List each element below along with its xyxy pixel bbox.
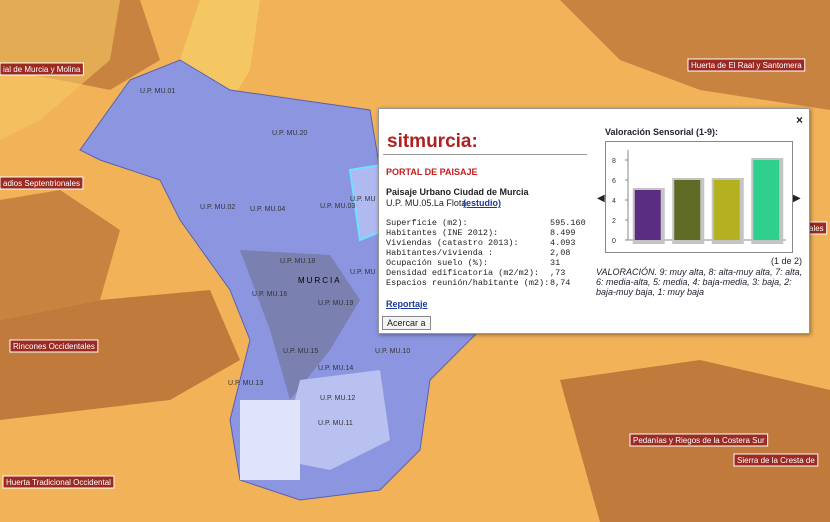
chart-title: Valoración Sensorial (1-9): — [605, 127, 719, 137]
area — [0, 190, 120, 320]
unit-label: U.P. MU — [350, 196, 376, 203]
area — [0, 290, 240, 420]
y-tick-label: 8 — [612, 158, 616, 165]
unit-label: U.P. MU.15 — [283, 348, 318, 355]
subheading: U.P. MU.05.La Flota — [386, 198, 467, 208]
divider — [383, 154, 587, 155]
row-value: 4.093 — [550, 238, 576, 248]
row-value: ,73 — [550, 268, 566, 278]
y-tick-label: 4 — [612, 198, 616, 205]
region-label: Huerta de El Raal y Santomera — [691, 61, 802, 70]
row-value: 595.160 — [550, 218, 586, 228]
close-button[interactable]: × — [795, 113, 803, 127]
row-value: 8.499 — [550, 228, 576, 238]
urban-area — [280, 370, 390, 470]
row-value: 8,74 — [550, 278, 571, 288]
zoom-button[interactable]: Acercar a — [382, 316, 431, 330]
heading: Paisaje Urbano Ciudad de Murcia — [386, 187, 529, 197]
region-label: Rincones Occidentales — [13, 342, 95, 351]
rating-legend: VALORACIÓN. 9: muy alta, 8: alta-muy alt… — [596, 267, 803, 297]
unit-label: U.P. MU.18 — [280, 258, 315, 265]
pager: (1 de 2) — [771, 256, 803, 266]
region-label: Sierra de la Cresta de — [737, 456, 815, 465]
urban-area — [240, 250, 360, 400]
bar — [713, 180, 740, 240]
y-tick-label: 0 — [612, 238, 616, 245]
region-label-bg — [733, 453, 819, 467]
study-link[interactable]: (estudio) — [463, 198, 501, 208]
bar — [753, 160, 780, 240]
unit-label: U.P. MU.14 — [318, 365, 353, 372]
row-label: Habitantes/vivienda : — [386, 248, 494, 258]
row-label: Espacios reunión/habitante (m2): — [386, 278, 550, 288]
next-button[interactable]: ▶ — [793, 193, 801, 204]
logo-text: sitmurcia: — [387, 131, 478, 152]
popup: sitmurcia: × PORTAL DE PAISAJE Paisaje U… — [378, 108, 810, 334]
row-label: Densidad edificatoria (m2/m2): — [386, 268, 540, 278]
unit-label: MURCIA — [298, 276, 342, 285]
unit-label: U.P. MU.02 — [200, 204, 235, 211]
unit-label: U.P. MU.11 — [318, 420, 353, 427]
row-label: Viviendas (catastro 2013): — [386, 238, 519, 248]
row-value: 31 — [550, 258, 561, 268]
unit-label: U.P. MU — [350, 269, 376, 276]
y-tick-label: 2 — [612, 218, 616, 225]
unit-label: U.P. MU.03 — [320, 203, 355, 210]
region-label: Pedanías y Riegos de la Costera Sur — [633, 436, 765, 445]
report-link[interactable]: Reportaje — [386, 299, 428, 309]
bar — [634, 190, 661, 240]
row-value: 2,08 — [550, 248, 571, 258]
area — [560, 0, 830, 110]
chart: 0 2 4 6 8 — [605, 141, 793, 253]
urban-area — [240, 400, 300, 480]
unit-label: U.P. MU.01 — [140, 88, 175, 95]
region-label: Huerta Tradicional Occidental — [6, 478, 111, 487]
unit-label: U.P. MU.19 — [318, 300, 353, 307]
region-label-bg — [0, 62, 84, 76]
region-label-bg — [629, 433, 769, 447]
row-label: Superficie (m2): — [386, 218, 468, 228]
region-label-bg — [687, 58, 806, 72]
unit-label: U.P. MU.10 — [375, 348, 410, 355]
row-label: Habitantes (INE 2012): — [386, 228, 499, 238]
unit-label: U.P. MU.12 — [320, 395, 355, 402]
portal-title: PORTAL DE PAISAJE — [386, 167, 478, 177]
unit-label: U.P. MU.16 — [252, 291, 287, 298]
row-label: Ocupación suelo (%): — [386, 258, 489, 268]
region-label: adios Septentrionales — [3, 179, 80, 188]
logo: sitmurcia: — [387, 131, 478, 153]
prev-button[interactable]: ◀ — [597, 193, 605, 204]
bar — [674, 180, 701, 240]
region-label-bg — [9, 339, 99, 353]
unit-label: U.P. MU.13 — [228, 380, 263, 387]
region-label: ales — [809, 224, 824, 233]
y-tick-label: 6 — [612, 178, 616, 185]
region-label-bg — [2, 475, 115, 489]
region-label: ial de Murcia y Molina — [3, 65, 81, 74]
unit-label: U.P. MU.04 — [250, 206, 285, 213]
unit-label: U.P. MU.20 — [272, 130, 307, 137]
region-label-bg — [0, 176, 84, 190]
